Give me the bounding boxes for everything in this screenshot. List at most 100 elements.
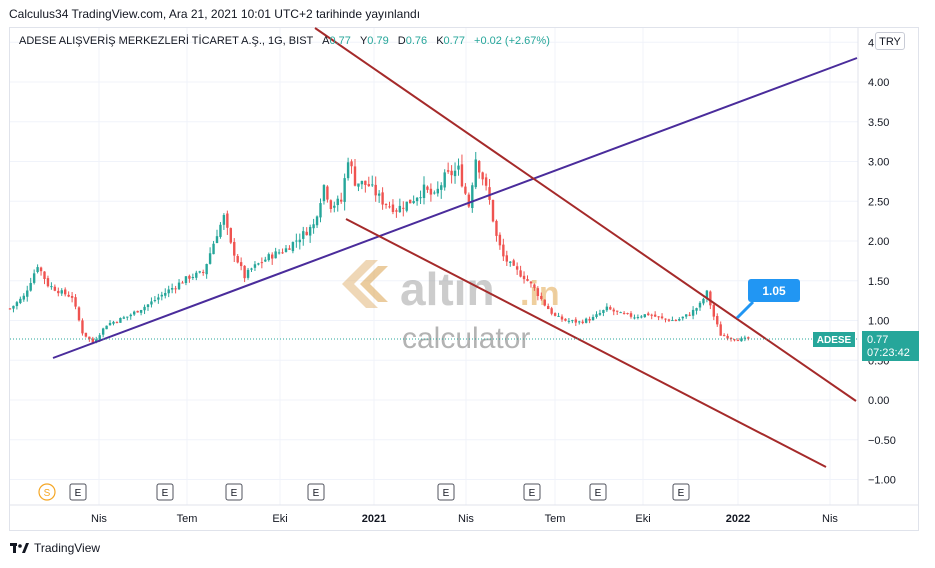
svg-text:S: S	[44, 488, 51, 499]
earnings-event-marker[interactable]: E	[307, 483, 325, 501]
candle	[629, 311, 633, 319]
candle	[391, 199, 395, 215]
candle	[8, 307, 12, 310]
candle	[36, 264, 39, 274]
candle	[578, 320, 581, 325]
candle	[357, 183, 360, 192]
earnings-event-marker[interactable]: E	[437, 483, 455, 501]
candle	[195, 270, 198, 281]
candle	[60, 288, 63, 296]
y-tick-label: 4.00	[868, 77, 889, 89]
x-tick-label: Tem	[177, 513, 198, 525]
candle	[239, 257, 243, 271]
candle	[319, 198, 322, 223]
candle	[302, 226, 305, 246]
candle	[133, 310, 136, 316]
earnings-event-marker[interactable]: E	[156, 483, 174, 501]
x-tick-label: 2021	[362, 513, 386, 525]
candle	[640, 315, 643, 319]
candle	[264, 256, 267, 263]
candle	[15, 300, 19, 310]
earnings-event-marker[interactable]: E	[69, 483, 87, 501]
candle	[681, 316, 684, 321]
x-tick-label: Nis	[91, 513, 107, 525]
candle	[219, 222, 222, 239]
x-tick-label: 2022	[726, 513, 750, 525]
candle	[478, 160, 481, 179]
annotation-box	[748, 279, 800, 302]
candle	[526, 275, 529, 282]
candle	[164, 288, 167, 299]
earnings-event-marker[interactable]: E	[589, 483, 607, 501]
support-trendline[interactable]	[52, 57, 858, 359]
earnings-event-marker[interactable]: E	[225, 483, 243, 501]
candle	[105, 325, 108, 330]
candle	[698, 301, 702, 311]
candle	[550, 306, 553, 316]
candle	[315, 215, 319, 228]
legend-open: 0.77	[329, 35, 351, 47]
candle	[712, 302, 715, 321]
footer: TradingView	[10, 541, 100, 555]
candle	[340, 192, 343, 204]
candle	[19, 296, 22, 305]
candle	[333, 201, 336, 213]
candle	[136, 310, 139, 313]
candle	[705, 289, 709, 303]
candle	[716, 313, 719, 327]
annotation-callout[interactable]: 1.05	[735, 279, 800, 320]
candle	[253, 261, 257, 271]
candle	[360, 180, 364, 190]
candle	[647, 311, 650, 316]
candle	[198, 270, 201, 274]
candle	[491, 199, 495, 223]
split-event-marker[interactable]: S	[38, 483, 56, 501]
candle	[495, 219, 498, 242]
candle	[377, 190, 381, 203]
earnings-event-marker[interactable]: E	[523, 483, 541, 501]
footer-brand[interactable]: TradingView	[34, 541, 101, 555]
trendlines	[52, 27, 858, 468]
candle	[184, 276, 188, 286]
candle	[736, 338, 740, 342]
candle	[374, 176, 377, 202]
resistance-trendline[interactable]	[345, 218, 827, 468]
currency-button[interactable]: TRY	[875, 32, 905, 50]
candle	[636, 314, 640, 320]
candle	[560, 314, 564, 322]
candle	[419, 190, 422, 205]
candle	[157, 293, 160, 304]
candle	[115, 321, 119, 324]
price-tag: ADESE 0.77 07:23:42	[813, 331, 919, 361]
watermark-logo-icon	[342, 260, 388, 308]
candle	[571, 319, 574, 324]
candle	[295, 233, 298, 248]
candle	[443, 169, 446, 191]
candle	[553, 312, 557, 317]
candle	[446, 162, 450, 174]
candle	[146, 303, 150, 311]
candle	[222, 213, 226, 230]
candle	[515, 262, 519, 275]
candle	[74, 294, 77, 310]
resistance-trendline[interactable]	[314, 27, 857, 402]
y-tick-label: 0.00	[868, 395, 889, 407]
candle	[467, 192, 471, 209]
candle	[605, 303, 609, 312]
price-tag-ticker: ADESE	[817, 335, 852, 346]
earnings-event-marker[interactable]: E	[672, 483, 690, 501]
candle	[567, 318, 571, 324]
candle	[139, 309, 143, 316]
candle	[536, 286, 540, 301]
candle	[598, 309, 602, 316]
candle	[440, 182, 443, 199]
y-tick-label: 2.00	[868, 236, 889, 248]
x-tick-label: Eki	[272, 513, 287, 525]
watermark-suffix: .in	[520, 275, 560, 313]
chart-legend: ADESE ALIŞVERİŞ MERKEZLERİ TİCARET A.Ş.,…	[19, 35, 550, 47]
candle	[405, 201, 408, 213]
candle	[729, 337, 733, 342]
candle	[505, 250, 508, 267]
candle	[588, 316, 591, 324]
